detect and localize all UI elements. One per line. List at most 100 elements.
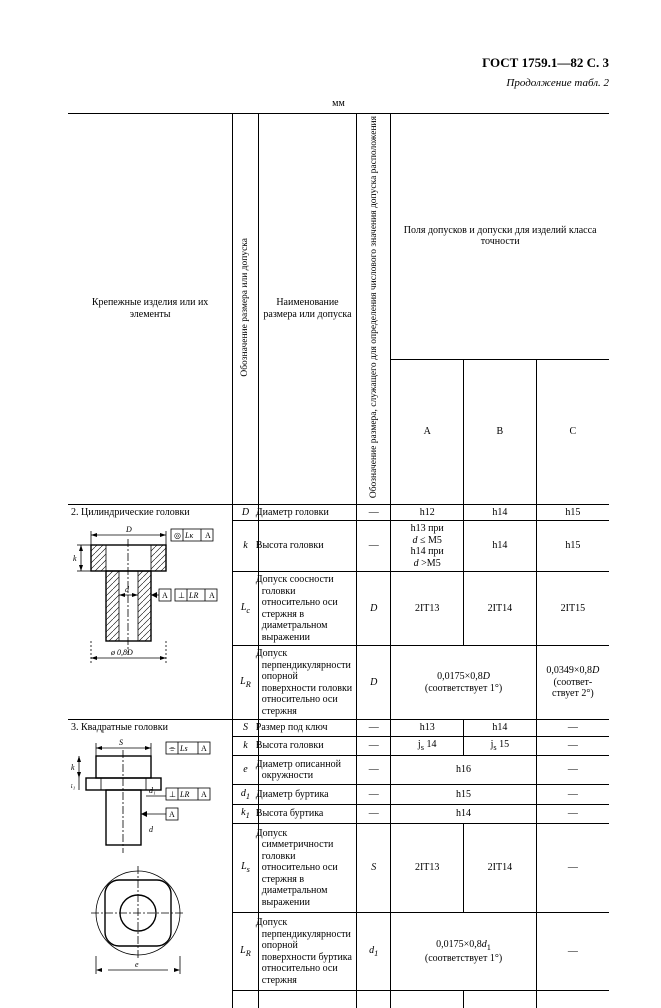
svg-text:e: e [135, 960, 139, 969]
s2r2-name: Допуск соосности головки относительно ос… [258, 572, 356, 646]
s2r0-name: Диаметр головки [258, 504, 356, 521]
svg-text:LR: LR [179, 790, 189, 799]
continuation-label: Продолжение табл. 2 [68, 77, 609, 90]
s2r0-b: h14 [464, 504, 537, 521]
svg-text:ø 0,8D: ø 0,8D [110, 648, 133, 657]
s3r6-sym: LR [233, 913, 259, 990]
svg-text:A: A [205, 531, 211, 540]
s3r6-ref: d1 [357, 913, 391, 990]
s3r0-c: — [536, 720, 609, 737]
s3r2-c: — [536, 756, 609, 785]
section2-title: 2. Цилиндрические головки [68, 504, 233, 521]
section3-figure: S ⌯ Ls A [68, 736, 233, 990]
s2r1-b: h14 [464, 521, 537, 572]
s2r1-sym: k [233, 521, 259, 572]
s3r4-c: — [536, 804, 609, 823]
s2r1-ref: — [357, 521, 391, 572]
col-header-name: Наименование размера или допуска [258, 114, 356, 505]
svg-text:◎: ◎ [174, 531, 181, 540]
open-row [68, 990, 233, 1008]
s3r3-name: Диаметр буртика [258, 785, 356, 804]
s2r2-ref: D [357, 572, 391, 646]
s3r1-b: js 15 [464, 736, 537, 755]
s3r3-c: — [536, 785, 609, 804]
col-header-sym: Обозначение размера или допуска [233, 114, 259, 505]
s2r0-ref: — [357, 504, 391, 521]
s3r3-ab: h15 [391, 785, 536, 804]
s2r1-name: Высота головки [258, 521, 356, 572]
s3r0-ref: — [357, 720, 391, 737]
s3r1-name: Высота головки [258, 736, 356, 755]
s3r5-name: Допуск симметричности головки относитель… [258, 824, 356, 913]
s3r5-sym: Ls [233, 824, 259, 913]
s3r5-ref: S [357, 824, 391, 913]
s3r2-name: Диаметр описанной окружности [258, 756, 356, 785]
svg-text:Lк: Lк [184, 531, 193, 540]
page: ГОСТ 1759.1—82 С. 3 Продолжение табл. 2 … [0, 0, 661, 936]
svg-text:⌯: ⌯ [169, 744, 176, 753]
main-table: Крепежные изделия или их элементы Обозна… [68, 113, 609, 1008]
svg-text:Ls: Ls [179, 744, 188, 753]
s2r1-c: h15 [536, 521, 609, 572]
s3r1-a: js 14 [391, 736, 464, 755]
s3r1-c: — [536, 736, 609, 755]
col-header-c: C [536, 359, 609, 504]
s3r5-c: — [536, 824, 609, 913]
svg-text:d₁: d₁ [149, 786, 156, 795]
doc-header: ГОСТ 1759.1—82 С. 3 [68, 56, 609, 71]
s3r0-b: h14 [464, 720, 537, 737]
s2r0-c: h15 [536, 504, 609, 521]
s3r5-b: 2IT14 [464, 824, 537, 913]
s3r4-sym: k1 [233, 804, 259, 823]
s3r2-ref: — [357, 756, 391, 785]
s3r3-ref: — [357, 785, 391, 804]
col-header-b: B [464, 359, 537, 504]
svg-text:k: k [71, 763, 75, 772]
svg-text:A: A [201, 790, 207, 799]
svg-text:A: A [201, 744, 207, 753]
s3r0-sym: S [233, 720, 259, 737]
s3r4-name: Высота буртика [258, 804, 356, 823]
s2r1-a: h13 приd ≤ M5h14 приd >M5 [391, 521, 464, 572]
s2r2-b: 2IT14 [464, 572, 537, 646]
s2r3-ab: 0,0175×0,8D(соответствует 1°) [391, 646, 536, 720]
s2r2-a: 2IT13 [391, 572, 464, 646]
s2r3-c: 0,0349×0,8D(соответ-ствует 2°) [536, 646, 609, 720]
s2r0-a: h12 [391, 504, 464, 521]
svg-text:D: D [125, 525, 132, 534]
col-header-a: A [391, 359, 464, 504]
s3r0-a: h13 [391, 720, 464, 737]
svg-text:A: A [169, 810, 175, 819]
s2r2-c: 2IT15 [536, 572, 609, 646]
svg-text:⊥: ⊥ [178, 591, 185, 600]
s2r3-sym: LR [233, 646, 259, 720]
s2r0-sym: D [233, 504, 259, 521]
s3r6-ab: 0,0175×0,8d1(соответствует 1°) [391, 913, 536, 990]
unit-label: мм [68, 98, 609, 110]
s3r4-ab: h14 [391, 804, 536, 823]
svg-text:k: k [73, 554, 77, 563]
svg-text:S: S [119, 738, 123, 747]
svg-text:k₁: k₁ [71, 781, 76, 790]
s3r6-name: Допуск перпендикулярности опорной поверх… [258, 913, 356, 990]
s3r2-ab: h16 [391, 756, 536, 785]
s3r1-sym: k [233, 736, 259, 755]
svg-text:A: A [209, 591, 215, 600]
col-header-tolerance-group: Поля допусков и допуски для изделий клас… [391, 114, 609, 360]
svg-text:d: d [125, 585, 130, 594]
svg-text:LR: LR [188, 591, 198, 600]
col-header-elements: Крепежные изделия или их элементы [68, 114, 233, 505]
s2r2-sym: Lс [233, 572, 259, 646]
section3-title: 3. Квадратные головки [68, 720, 233, 737]
section2-figure: D ◎ Lк A [68, 521, 233, 720]
s3r3-sym: d1 [233, 785, 259, 804]
s3r2-sym: e [233, 756, 259, 785]
svg-text:d: d [149, 825, 154, 834]
svg-text:A: A [162, 591, 168, 600]
s3r6-c: — [536, 913, 609, 990]
svg-text:⊥: ⊥ [169, 790, 176, 799]
s3r5-a: 2IT13 [391, 824, 464, 913]
s3r4-ref: — [357, 804, 391, 823]
s2r3-ref: D [357, 646, 391, 720]
s2r3-name: Допуск перпендикулярности опорной поверх… [258, 646, 356, 720]
